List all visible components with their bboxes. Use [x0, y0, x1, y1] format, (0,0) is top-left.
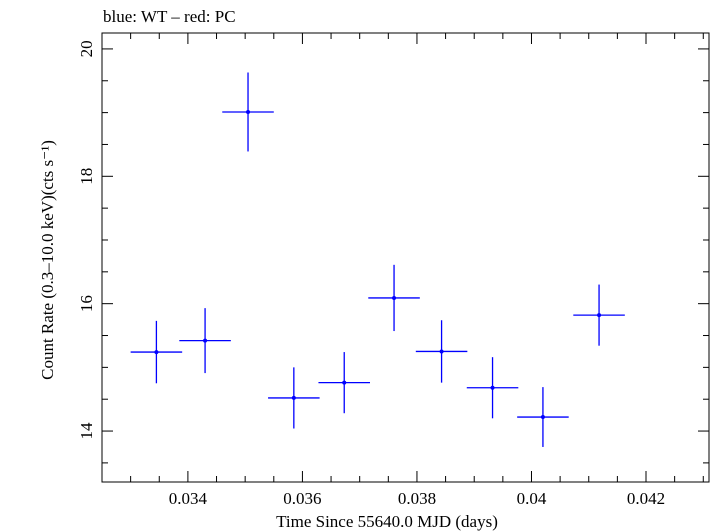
- point-marker: [203, 338, 208, 343]
- data-point: [268, 367, 320, 429]
- point-marker: [342, 380, 347, 385]
- point-marker: [439, 349, 444, 354]
- x-tick-label: 0.04: [517, 489, 547, 508]
- point-marker: [154, 350, 159, 355]
- data-point: [179, 308, 231, 374]
- data-point: [466, 357, 519, 419]
- data-point: [130, 320, 183, 384]
- chart-title: blue: WT – red: PC: [103, 7, 236, 26]
- plot-frame: [101, 32, 710, 483]
- x-tick-label: 0.042: [627, 489, 665, 508]
- point-marker: [540, 415, 545, 420]
- x-tick-label: 0.034: [169, 489, 208, 508]
- data-point: [415, 320, 468, 383]
- y-tick-label: 18: [77, 168, 96, 185]
- y-tick-label: 20: [77, 40, 96, 57]
- y-tick-label: 16: [77, 295, 96, 312]
- x-axis-label: Time Since 55640.0 MJD (days): [276, 512, 498, 531]
- y-axis-label: Count Rate (0.3–10.0 keV)(cts s⁻¹): [38, 140, 57, 380]
- data-point: [318, 352, 370, 414]
- point-marker: [246, 109, 251, 114]
- data-point: [517, 387, 569, 447]
- point-marker: [490, 385, 495, 390]
- data-point: [573, 284, 625, 346]
- point-marker: [597, 313, 602, 318]
- y-tick-label: 14: [77, 422, 96, 440]
- point-marker: [291, 395, 296, 400]
- x-tick-label: 0.036: [283, 489, 321, 508]
- data-point: [222, 72, 274, 152]
- data-point: [368, 264, 420, 332]
- x-tick-label: 0.038: [398, 489, 436, 508]
- point-marker: [392, 295, 397, 300]
- data-points: [130, 72, 625, 447]
- axis-ticks: 0.034 0.036 0.038 0.04 0.042 14 16 18 20: [77, 33, 709, 508]
